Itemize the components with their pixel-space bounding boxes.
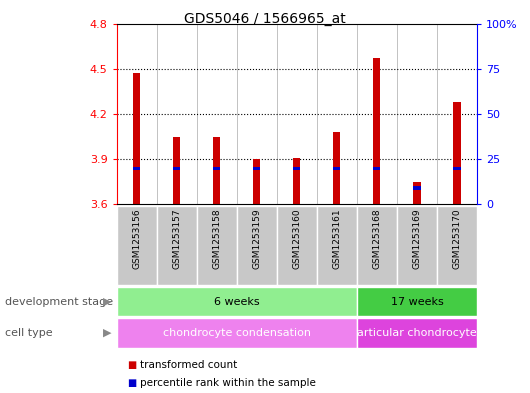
Bar <box>453 102 461 204</box>
Bar <box>373 167 381 170</box>
Bar <box>253 159 260 204</box>
Text: GSM1253158: GSM1253158 <box>212 209 221 269</box>
Bar <box>357 206 397 285</box>
Bar <box>197 206 237 285</box>
Text: GSM1253169: GSM1253169 <box>412 209 421 269</box>
Text: ■: ■ <box>127 360 136 371</box>
Text: 17 weeks: 17 weeks <box>391 297 443 307</box>
Bar <box>117 206 157 285</box>
Bar <box>277 206 317 285</box>
Bar <box>317 206 357 285</box>
Text: transformed count: transformed count <box>140 360 237 371</box>
Text: GSM1253156: GSM1253156 <box>132 209 141 269</box>
Text: GSM1253159: GSM1253159 <box>252 209 261 269</box>
Bar <box>437 206 477 285</box>
Text: GSM1253168: GSM1253168 <box>373 209 382 269</box>
Bar <box>117 287 357 316</box>
Bar <box>333 132 340 204</box>
Bar <box>333 167 340 170</box>
Text: cell type: cell type <box>5 328 53 338</box>
Text: ▶: ▶ <box>103 297 111 307</box>
Bar <box>213 167 220 170</box>
Text: ▶: ▶ <box>103 328 111 338</box>
Text: articular chondrocyte: articular chondrocyte <box>357 328 477 338</box>
Bar <box>253 167 260 170</box>
Text: GDS5046 / 1566965_at: GDS5046 / 1566965_at <box>184 12 346 26</box>
Bar <box>173 137 180 204</box>
Bar <box>237 206 277 285</box>
Text: percentile rank within the sample: percentile rank within the sample <box>140 378 316 388</box>
Bar <box>293 167 301 170</box>
Text: ■: ■ <box>127 378 136 388</box>
Bar <box>157 206 197 285</box>
Bar <box>357 287 477 316</box>
Bar <box>397 206 437 285</box>
Text: 6 weeks: 6 weeks <box>214 297 260 307</box>
Bar <box>173 167 180 170</box>
Bar <box>373 58 381 204</box>
Text: GSM1253160: GSM1253160 <box>293 209 301 269</box>
Bar <box>453 167 461 170</box>
Text: chondrocyte condensation: chondrocyte condensation <box>163 328 311 338</box>
Bar <box>133 167 140 170</box>
Bar <box>117 318 357 348</box>
Bar <box>413 182 420 204</box>
Bar <box>293 158 301 204</box>
Text: GSM1253170: GSM1253170 <box>453 209 462 269</box>
Bar <box>357 318 477 348</box>
Text: GSM1253161: GSM1253161 <box>332 209 341 269</box>
Text: GSM1253157: GSM1253157 <box>172 209 181 269</box>
Bar <box>213 137 220 204</box>
Bar <box>413 186 420 190</box>
Text: development stage: development stage <box>5 297 113 307</box>
Bar <box>133 73 140 204</box>
